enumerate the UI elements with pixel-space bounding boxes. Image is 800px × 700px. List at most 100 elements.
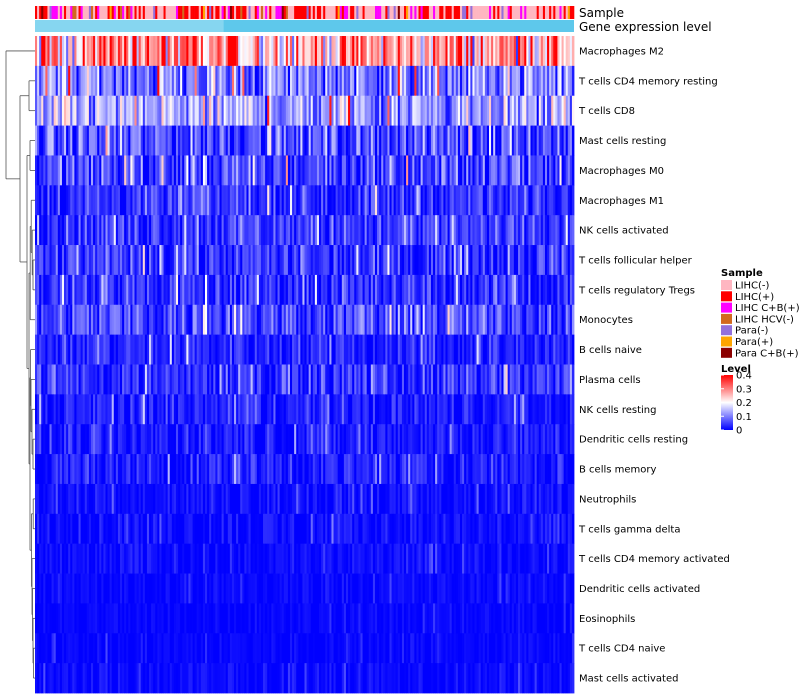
heatmap-cell <box>499 36 502 67</box>
heatmap-cell <box>242 513 245 545</box>
sample-annotation-cell <box>90 6 94 19</box>
heatmap-cell <box>159 304 162 336</box>
heatmap-cell <box>82 274 86 306</box>
heatmap-cell <box>441 454 444 485</box>
heatmap-cell <box>59 185 63 216</box>
heatmap-cell <box>551 304 554 336</box>
sample-annotation-cell <box>263 6 266 19</box>
heatmap-cell <box>536 424 540 455</box>
heatmap-cell <box>418 364 421 395</box>
heatmap-cell <box>418 513 421 545</box>
heatmap-cell <box>339 483 343 515</box>
heatmap-cell <box>412 185 415 216</box>
heatmap-cell <box>565 394 569 425</box>
heatmap-cell <box>51 274 55 306</box>
heatmap-cell <box>339 95 343 126</box>
heatmap-cell <box>366 454 370 485</box>
heatmap-cell <box>171 125 175 156</box>
heatmap-cell <box>122 334 125 365</box>
heatmap-cell <box>277 334 281 365</box>
heatmap-cell <box>101 245 104 276</box>
heatmap-cell <box>569 513 573 545</box>
gene-expression-annotation-shade <box>35 20 224 32</box>
heatmap-cell <box>509 185 513 216</box>
heatmap-cell <box>372 95 376 126</box>
heatmap-cell <box>561 245 565 276</box>
heatmap-cell <box>522 334 525 365</box>
heatmap-cell <box>219 513 222 545</box>
heatmap-cell <box>507 95 511 126</box>
heatmap-cell <box>542 155 546 186</box>
heatmap-cell <box>169 245 173 276</box>
heatmap-cell <box>569 334 573 365</box>
sample-annotation-cell <box>45 6 48 19</box>
heatmap-cell <box>37 155 40 186</box>
heatmap-cell <box>149 394 152 425</box>
heatmap-cell <box>327 304 330 336</box>
heatmap-cell <box>443 334 446 365</box>
heatmap-cell <box>445 454 448 485</box>
heatmap-cell <box>555 185 558 216</box>
heatmap-cell <box>524 364 527 395</box>
heatmap-cell <box>497 394 500 425</box>
heatmap-cell <box>217 215 220 246</box>
heatmap-cell <box>161 185 164 216</box>
heatmap-cell <box>82 454 86 485</box>
heatmap-cell <box>173 543 177 574</box>
heatmap-cell <box>130 245 133 276</box>
heatmap-cell <box>227 36 231 67</box>
heatmap-cell <box>410 245 413 276</box>
heatmap-cell <box>408 543 411 574</box>
heatmap-cell <box>522 65 525 97</box>
heatmap-cell <box>72 274 75 306</box>
heatmap-cell <box>439 95 442 126</box>
heatmap-cell <box>424 274 428 306</box>
heatmap-cell <box>51 424 55 455</box>
heatmap-cell <box>526 334 529 365</box>
heatmap-cell <box>126 543 129 574</box>
heatmap-cell <box>101 155 104 186</box>
heatmap-cell <box>101 424 104 455</box>
heatmap-cell <box>319 513 322 545</box>
sample-annotation-cell <box>250 6 253 19</box>
heatmap-cell <box>229 65 233 97</box>
heatmap-cell <box>493 483 496 515</box>
sample-annotation-cell <box>470 6 473 19</box>
heatmap-cell <box>47 245 50 276</box>
heatmap-cell <box>462 245 465 276</box>
heatmap-cell <box>408 95 411 126</box>
heatmap-cell <box>532 334 536 365</box>
heatmap-cell <box>122 513 125 545</box>
heatmap-cell <box>348 394 351 425</box>
heatmap-cell <box>515 36 519 67</box>
heatmap-cell <box>178 36 181 67</box>
heatmap-cell <box>68 245 71 276</box>
heatmap-cell <box>401 155 405 186</box>
heatmap-cell <box>497 245 500 276</box>
heatmap-cell <box>236 543 239 574</box>
heatmap-cell <box>182 245 185 276</box>
sample-annotation-cell <box>528 6 531 19</box>
heatmap-cell <box>246 454 249 485</box>
heatmap-cell <box>202 65 206 97</box>
heatmap-cell <box>515 454 519 485</box>
heatmap-cell <box>316 304 320 336</box>
heatmap-cell <box>455 543 459 574</box>
sample-annotation-cell <box>399 6 403 19</box>
heatmap-cell <box>339 454 343 485</box>
heatmap-cell <box>59 274 63 306</box>
heatmap-cell <box>256 513 260 545</box>
heatmap-cell <box>345 334 349 365</box>
heatmap-cell <box>323 65 326 97</box>
heatmap-cell <box>161 36 164 67</box>
heatmap-cell <box>215 274 218 306</box>
heatmap-cell <box>433 334 436 365</box>
heatmap-cell <box>435 274 438 306</box>
heatmap-cell <box>397 334 401 365</box>
heatmap-cell <box>335 364 339 395</box>
heatmap-cell <box>544 65 548 97</box>
heatmap-cell <box>217 125 220 156</box>
heatmap-cell <box>234 454 237 485</box>
heatmap-cell <box>416 125 419 156</box>
heatmap-cell <box>455 394 459 425</box>
